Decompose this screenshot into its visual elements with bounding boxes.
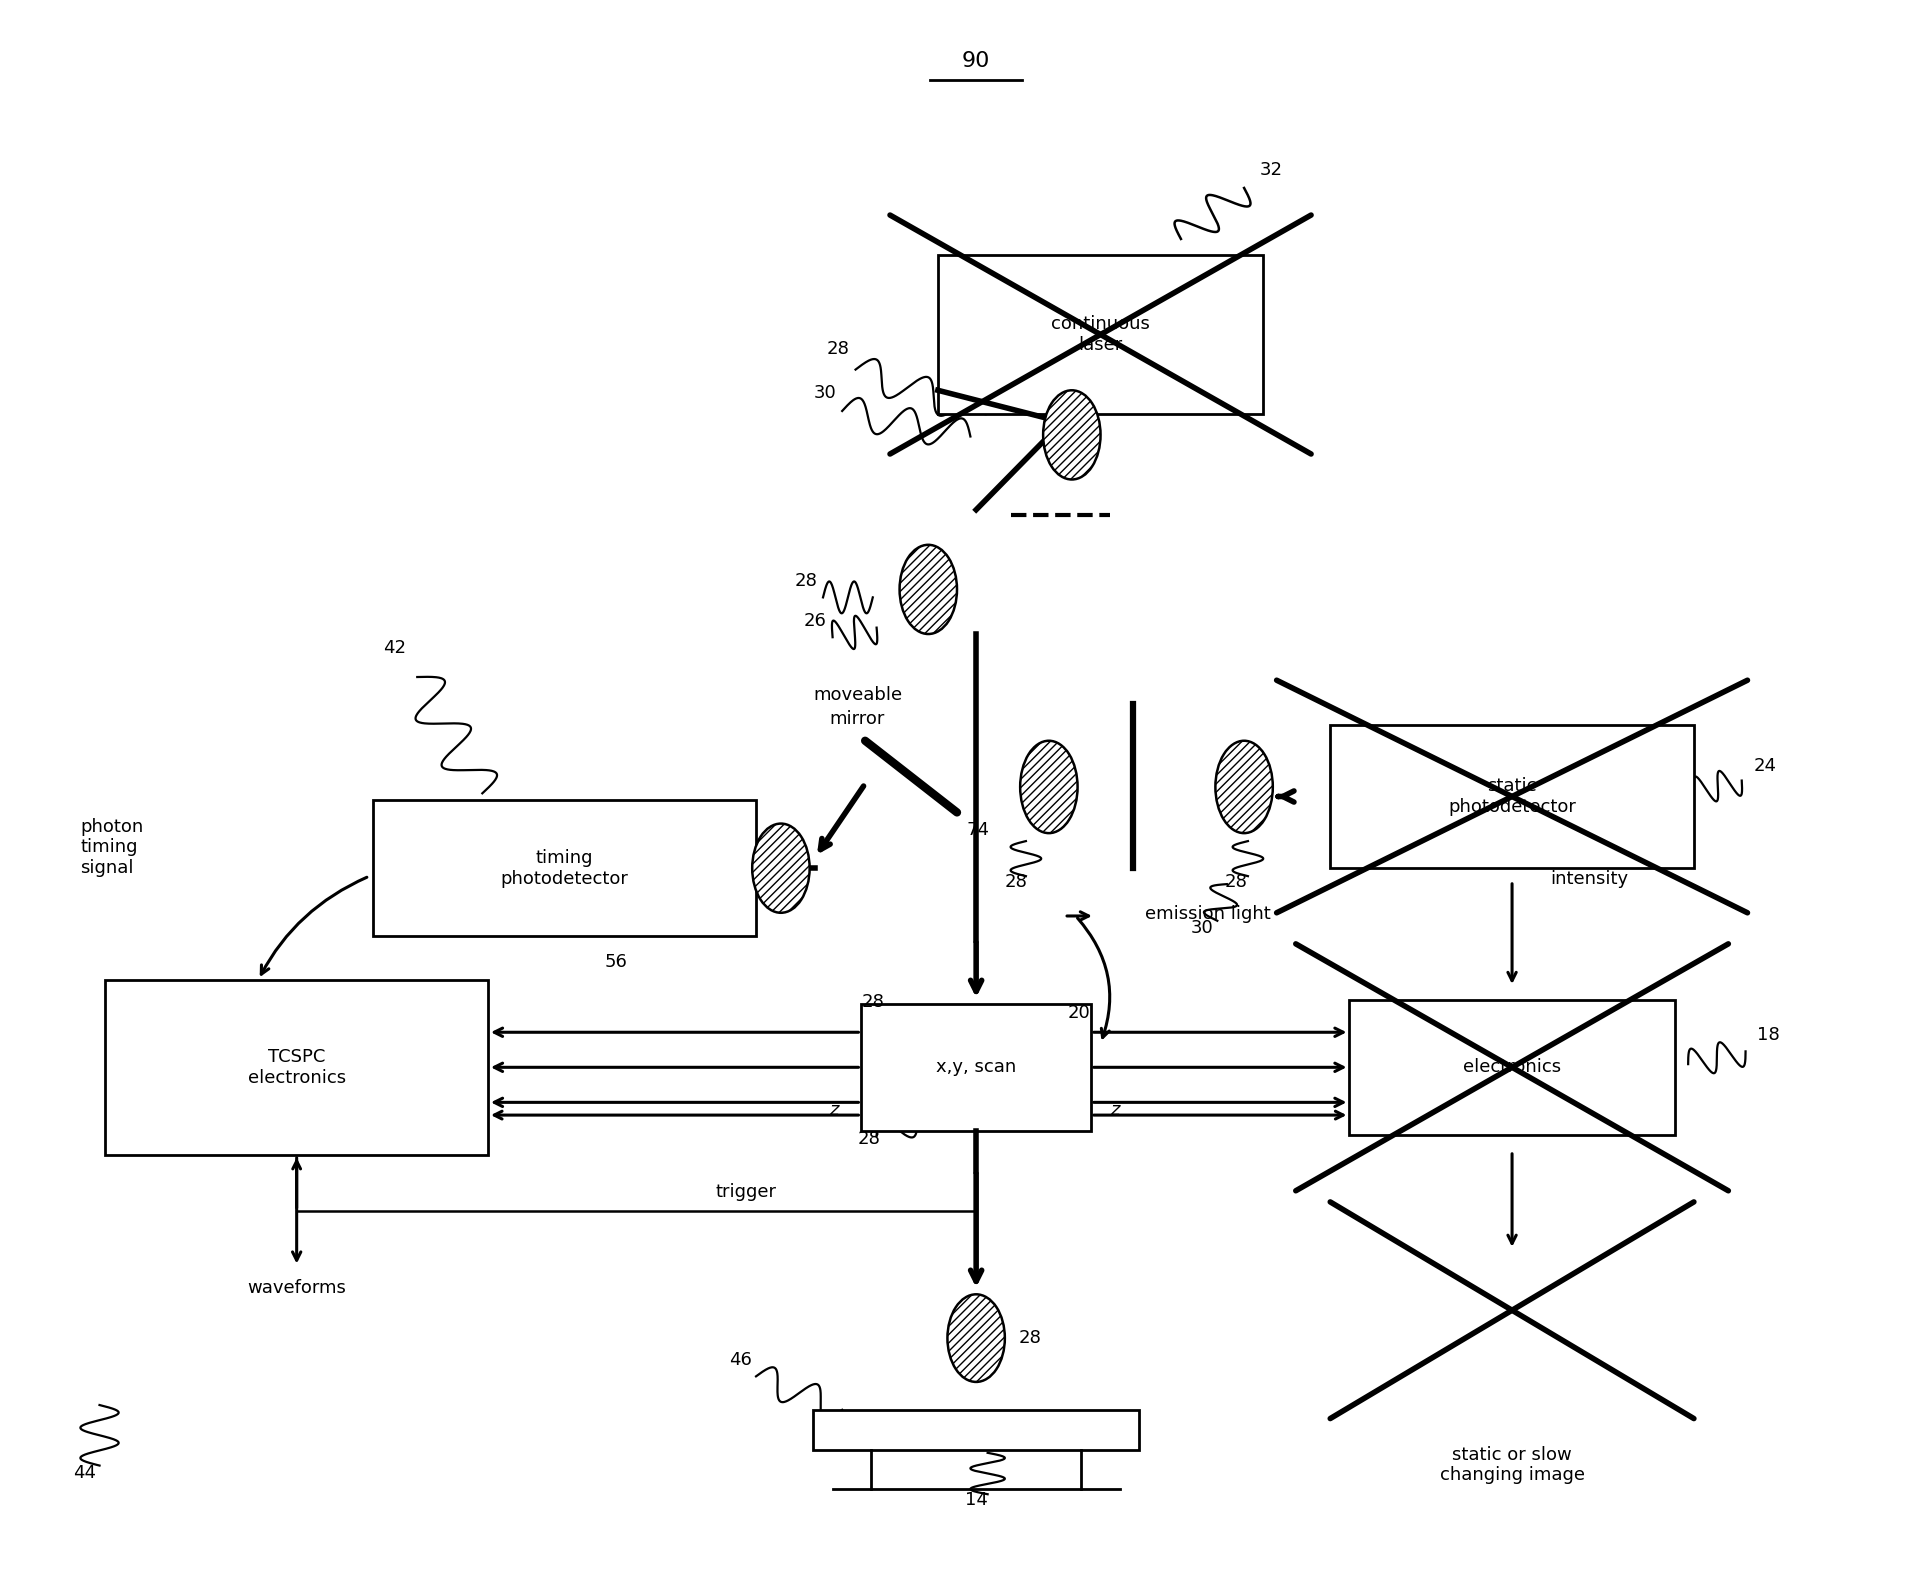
FancyBboxPatch shape (105, 980, 488, 1155)
Text: static or slow
changing image: static or slow changing image (1439, 1446, 1585, 1485)
Text: waveforms: waveforms (247, 1279, 346, 1297)
Text: TCSPC
electronics: TCSPC electronics (247, 1048, 346, 1086)
Text: 42: 42 (383, 639, 406, 658)
Text: 30: 30 (813, 384, 836, 403)
Text: 28: 28 (1005, 873, 1028, 892)
FancyBboxPatch shape (1349, 1000, 1675, 1134)
Text: static
photodetector: static photodetector (1449, 777, 1575, 816)
Text: mirror: mirror (831, 710, 884, 728)
Text: 74: 74 (967, 820, 990, 840)
Text: 18: 18 (1757, 1026, 1780, 1045)
Text: 44: 44 (73, 1464, 96, 1483)
Ellipse shape (1043, 390, 1101, 479)
Text: 46: 46 (729, 1351, 752, 1370)
Text: electronics: electronics (1462, 1058, 1562, 1077)
Text: x,y, scan: x,y, scan (936, 1058, 1016, 1077)
FancyBboxPatch shape (373, 800, 756, 935)
Text: 26: 26 (804, 612, 827, 631)
Text: 90: 90 (963, 51, 990, 72)
Text: 28: 28 (1225, 873, 1248, 892)
Text: 14: 14 (965, 1491, 988, 1510)
Text: intensity: intensity (1550, 870, 1629, 889)
FancyBboxPatch shape (1330, 725, 1694, 868)
Text: 28: 28 (857, 1129, 880, 1149)
FancyBboxPatch shape (861, 1004, 1091, 1131)
Text: trigger: trigger (716, 1184, 777, 1201)
Text: 30: 30 (1191, 919, 1213, 938)
Text: 28: 28 (1018, 1329, 1041, 1348)
Text: z: z (1110, 1101, 1120, 1120)
Text: moveable: moveable (813, 687, 901, 704)
Text: emission light: emission light (1145, 905, 1271, 924)
Text: 24: 24 (1753, 757, 1776, 776)
Text: z: z (829, 1101, 838, 1120)
Text: 28: 28 (861, 992, 884, 1012)
Text: 56: 56 (605, 953, 628, 972)
Ellipse shape (900, 545, 957, 634)
Ellipse shape (947, 1294, 1005, 1381)
Text: 28: 28 (827, 339, 850, 358)
Bar (813, 1410, 1139, 1450)
Text: timing
photodetector: timing photodetector (501, 849, 628, 887)
Ellipse shape (1020, 741, 1078, 833)
Ellipse shape (1215, 741, 1273, 833)
Ellipse shape (752, 824, 810, 913)
Text: 32: 32 (1259, 161, 1282, 180)
Text: continuous
laser: continuous laser (1051, 315, 1150, 354)
Text: 20: 20 (1068, 1004, 1091, 1023)
Text: 28: 28 (794, 572, 817, 591)
FancyBboxPatch shape (938, 255, 1263, 414)
Text: photon
timing
signal: photon timing signal (80, 817, 144, 878)
